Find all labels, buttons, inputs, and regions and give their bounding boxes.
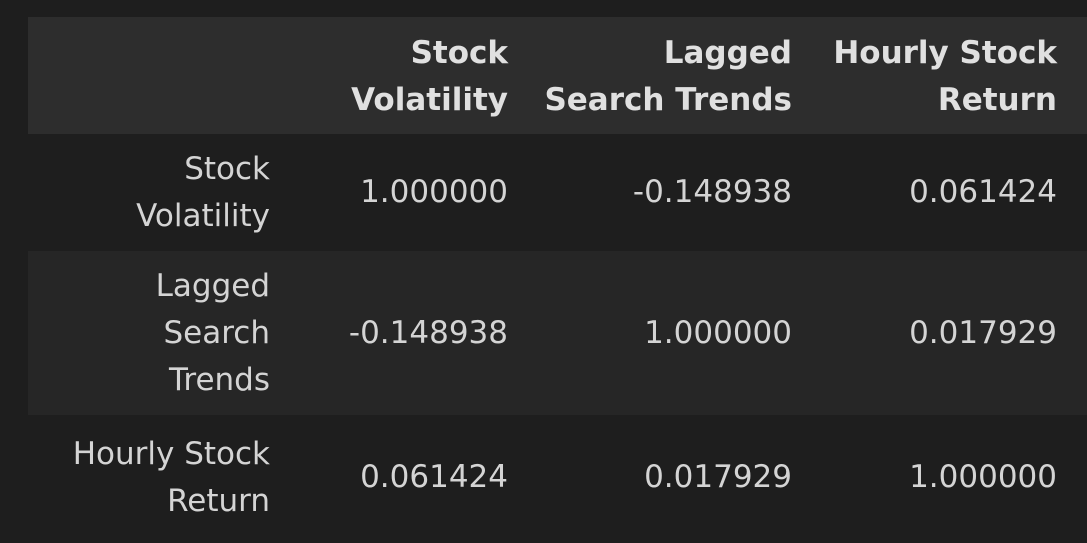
index-line: Volatility	[136, 197, 270, 234]
value-cell: 0.017929	[909, 314, 1057, 351]
column-header-lagged-search-trends: Lagged Search Trends	[521, 17, 805, 134]
index-header-cell	[28, 17, 283, 134]
index-line: Search	[163, 314, 270, 351]
index-line: Stock	[184, 150, 270, 187]
value-cell: -0.148938	[632, 174, 792, 210]
index-line: Lagged	[155, 267, 270, 304]
index-line: Return	[167, 482, 270, 519]
row-index-cell: Lagged Search Trends	[28, 251, 283, 415]
value-cell: 1.000000	[644, 314, 792, 351]
value-cell: 1.000000	[909, 459, 1057, 495]
row-index-cell: Stock Volatility	[28, 134, 283, 251]
table-body: Stock Volatility 1.000000 -0.148938 0.06…	[28, 134, 1087, 540]
column-header-hourly-stock-return: Hourly Stock Return	[805, 17, 1087, 134]
header-line: Lagged	[663, 34, 792, 71]
value-cell: -0.148938	[348, 314, 508, 351]
column-header-stock-volatility: Stock Volatility	[283, 17, 521, 134]
header-row: Stock Volatility Lagged Search Trends Ho…	[28, 17, 1087, 134]
row-index-cell: Hourly Stock Return	[28, 415, 283, 540]
correlation-table: Stock Volatility Lagged Search Trends Ho…	[28, 17, 1087, 540]
header-line: Stock	[410, 34, 508, 71]
index-line: Hourly Stock	[72, 435, 270, 472]
table-row: Lagged Search Trends -0.148938 1.000000 …	[28, 251, 1087, 415]
header-line: Hourly Stock	[833, 34, 1057, 71]
value-cell: 0.017929	[644, 459, 792, 495]
table-row: Stock Volatility 1.000000 -0.148938 0.06…	[28, 134, 1087, 251]
header-line: Volatility	[351, 81, 508, 118]
header-line: Return	[937, 81, 1057, 118]
table-header: Stock Volatility Lagged Search Trends Ho…	[28, 17, 1087, 134]
table-row: Hourly Stock Return 0.061424 0.017929 1.…	[28, 415, 1087, 540]
index-line: Trends	[169, 361, 270, 398]
value-cell: 1.000000	[360, 174, 508, 210]
value-cell: 0.061424	[909, 174, 1057, 210]
dataframe-output: Stock Volatility Lagged Search Trends Ho…	[28, 17, 1087, 540]
value-cell: 0.061424	[360, 459, 508, 495]
header-line: Search Trends	[544, 81, 792, 118]
